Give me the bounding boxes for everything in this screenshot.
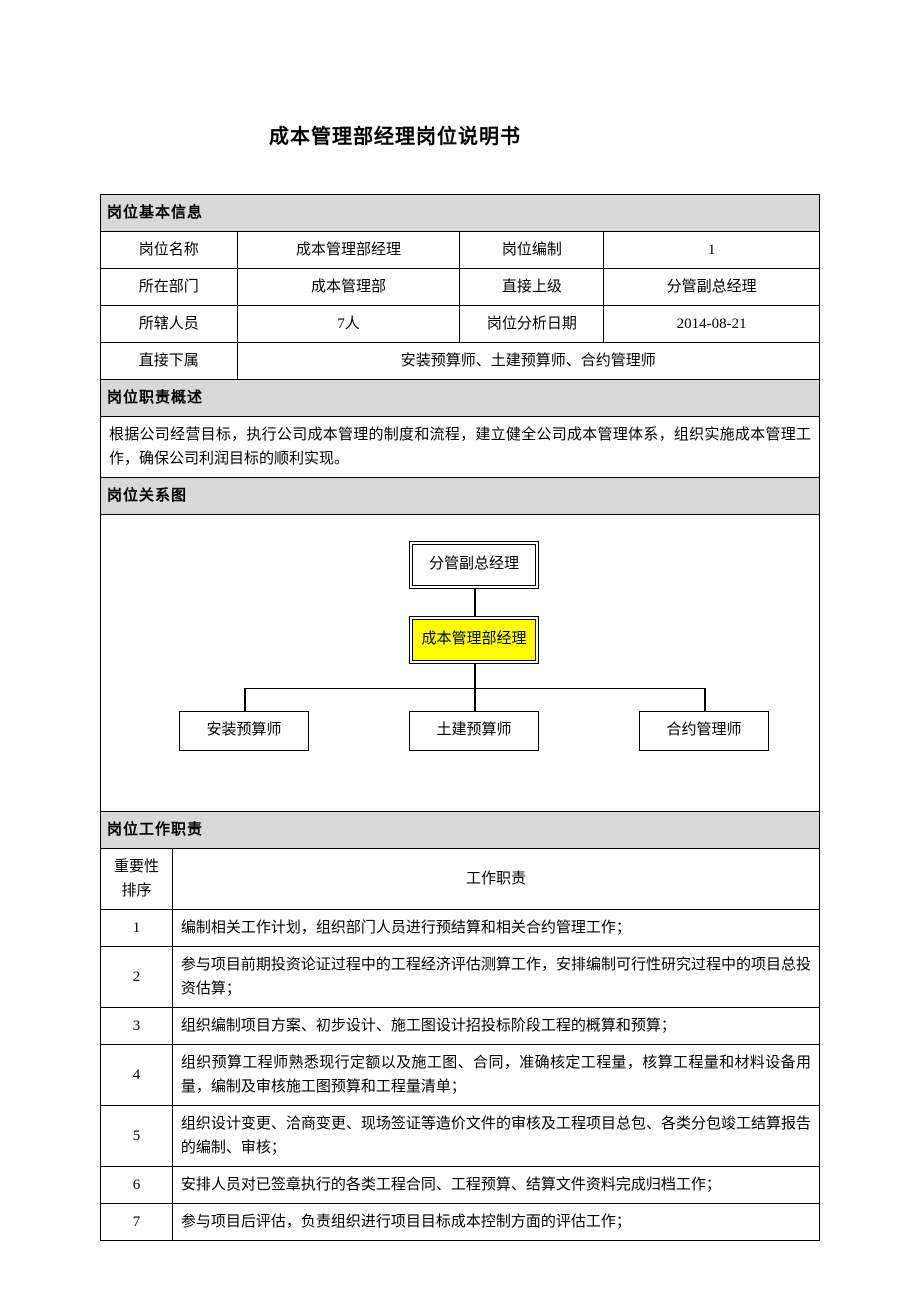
duty-no: 1 [101,910,173,947]
org-node-child3: 合约管理师 [639,711,769,751]
duty-no: 6 [101,1167,173,1204]
label-supervisor: 直接上级 [460,269,604,306]
duty-no: 3 [101,1008,173,1045]
org-node-child2: 土建预算师 [409,711,539,751]
org-node-child1: 安装预算师 [179,711,309,751]
label-department: 所在部门 [101,269,238,306]
label-staff: 所辖人员 [101,306,238,343]
duty-text: 编制相关工作计划，组织部门人员进行预结算和相关合约管理工作； [172,910,819,947]
section-work-duty: 岗位工作职责 [101,812,820,849]
label-position-name: 岗位名称 [101,232,238,269]
section-relation-chart: 岗位关系图 [101,478,820,515]
duty-no: 7 [101,1204,173,1241]
col-header-priority: 重要性排序 [101,849,173,910]
val-supervisor: 分管副总经理 [604,269,820,306]
duty-summary-text: 根据公司经营目标，执行公司成本管理的制度和流程，建立健全公司成本管理体系，组织实… [101,417,820,478]
val-position-name: 成本管理部经理 [237,232,460,269]
document-title: 成本管理部经理岗位说明书 [100,120,820,149]
org-node-middle: 成本管理部经理 [409,616,539,664]
duty-text: 安排人员对已签章执行的各类工程合同、工程预算、结算文件资料完成归档工作； [172,1167,819,1204]
val-headcount: 1 [604,232,820,269]
duty-no: 4 [101,1045,173,1106]
val-staff: 7人 [237,306,460,343]
val-subordinates: 安装预算师、土建预算师、合约管理师 [237,343,819,380]
duty-text: 组织编制项目方案、初步设计、施工图设计招投标阶段工程的概算和预算； [172,1008,819,1045]
org-node-top: 分管副总经理 [409,541,539,589]
orgchart-container: 分管副总经理成本管理部经理安装预算师 土建预算师 合约管理师 [101,515,820,812]
val-department: 成本管理部 [237,269,460,306]
duty-no: 5 [101,1106,173,1167]
main-table: 岗位基本信息 岗位名称 成本管理部经理 岗位编制 1 所在部门 成本管理部 直接… [100,194,820,1241]
label-analysis-date: 岗位分析日期 [460,306,604,343]
label-subordinates: 直接下属 [101,343,238,380]
duty-no: 2 [101,947,173,1008]
col-header-duty: 工作职责 [172,849,819,910]
section-basic-info: 岗位基本信息 [101,195,820,232]
label-headcount: 岗位编制 [460,232,604,269]
val-analysis-date: 2014-08-21 [604,306,820,343]
section-duty-summary: 岗位职责概述 [101,380,820,417]
duty-text: 参与项目后评估，负责组织进行项目目标成本控制方面的评估工作； [172,1204,819,1241]
duty-text: 参与项目前期投资论证过程中的工程经济评估测算工作，安排编制可行性研究过程中的项目… [172,947,819,1008]
duty-text: 组织预算工程师熟悉现行定额以及施工图、合同，准确核定工程量，核算工程量和材料设备… [172,1045,819,1106]
duty-text: 组织设计变更、洽商变更、现场签证等造价文件的审核及工程项目总包、各类分包竣工结算… [172,1106,819,1167]
